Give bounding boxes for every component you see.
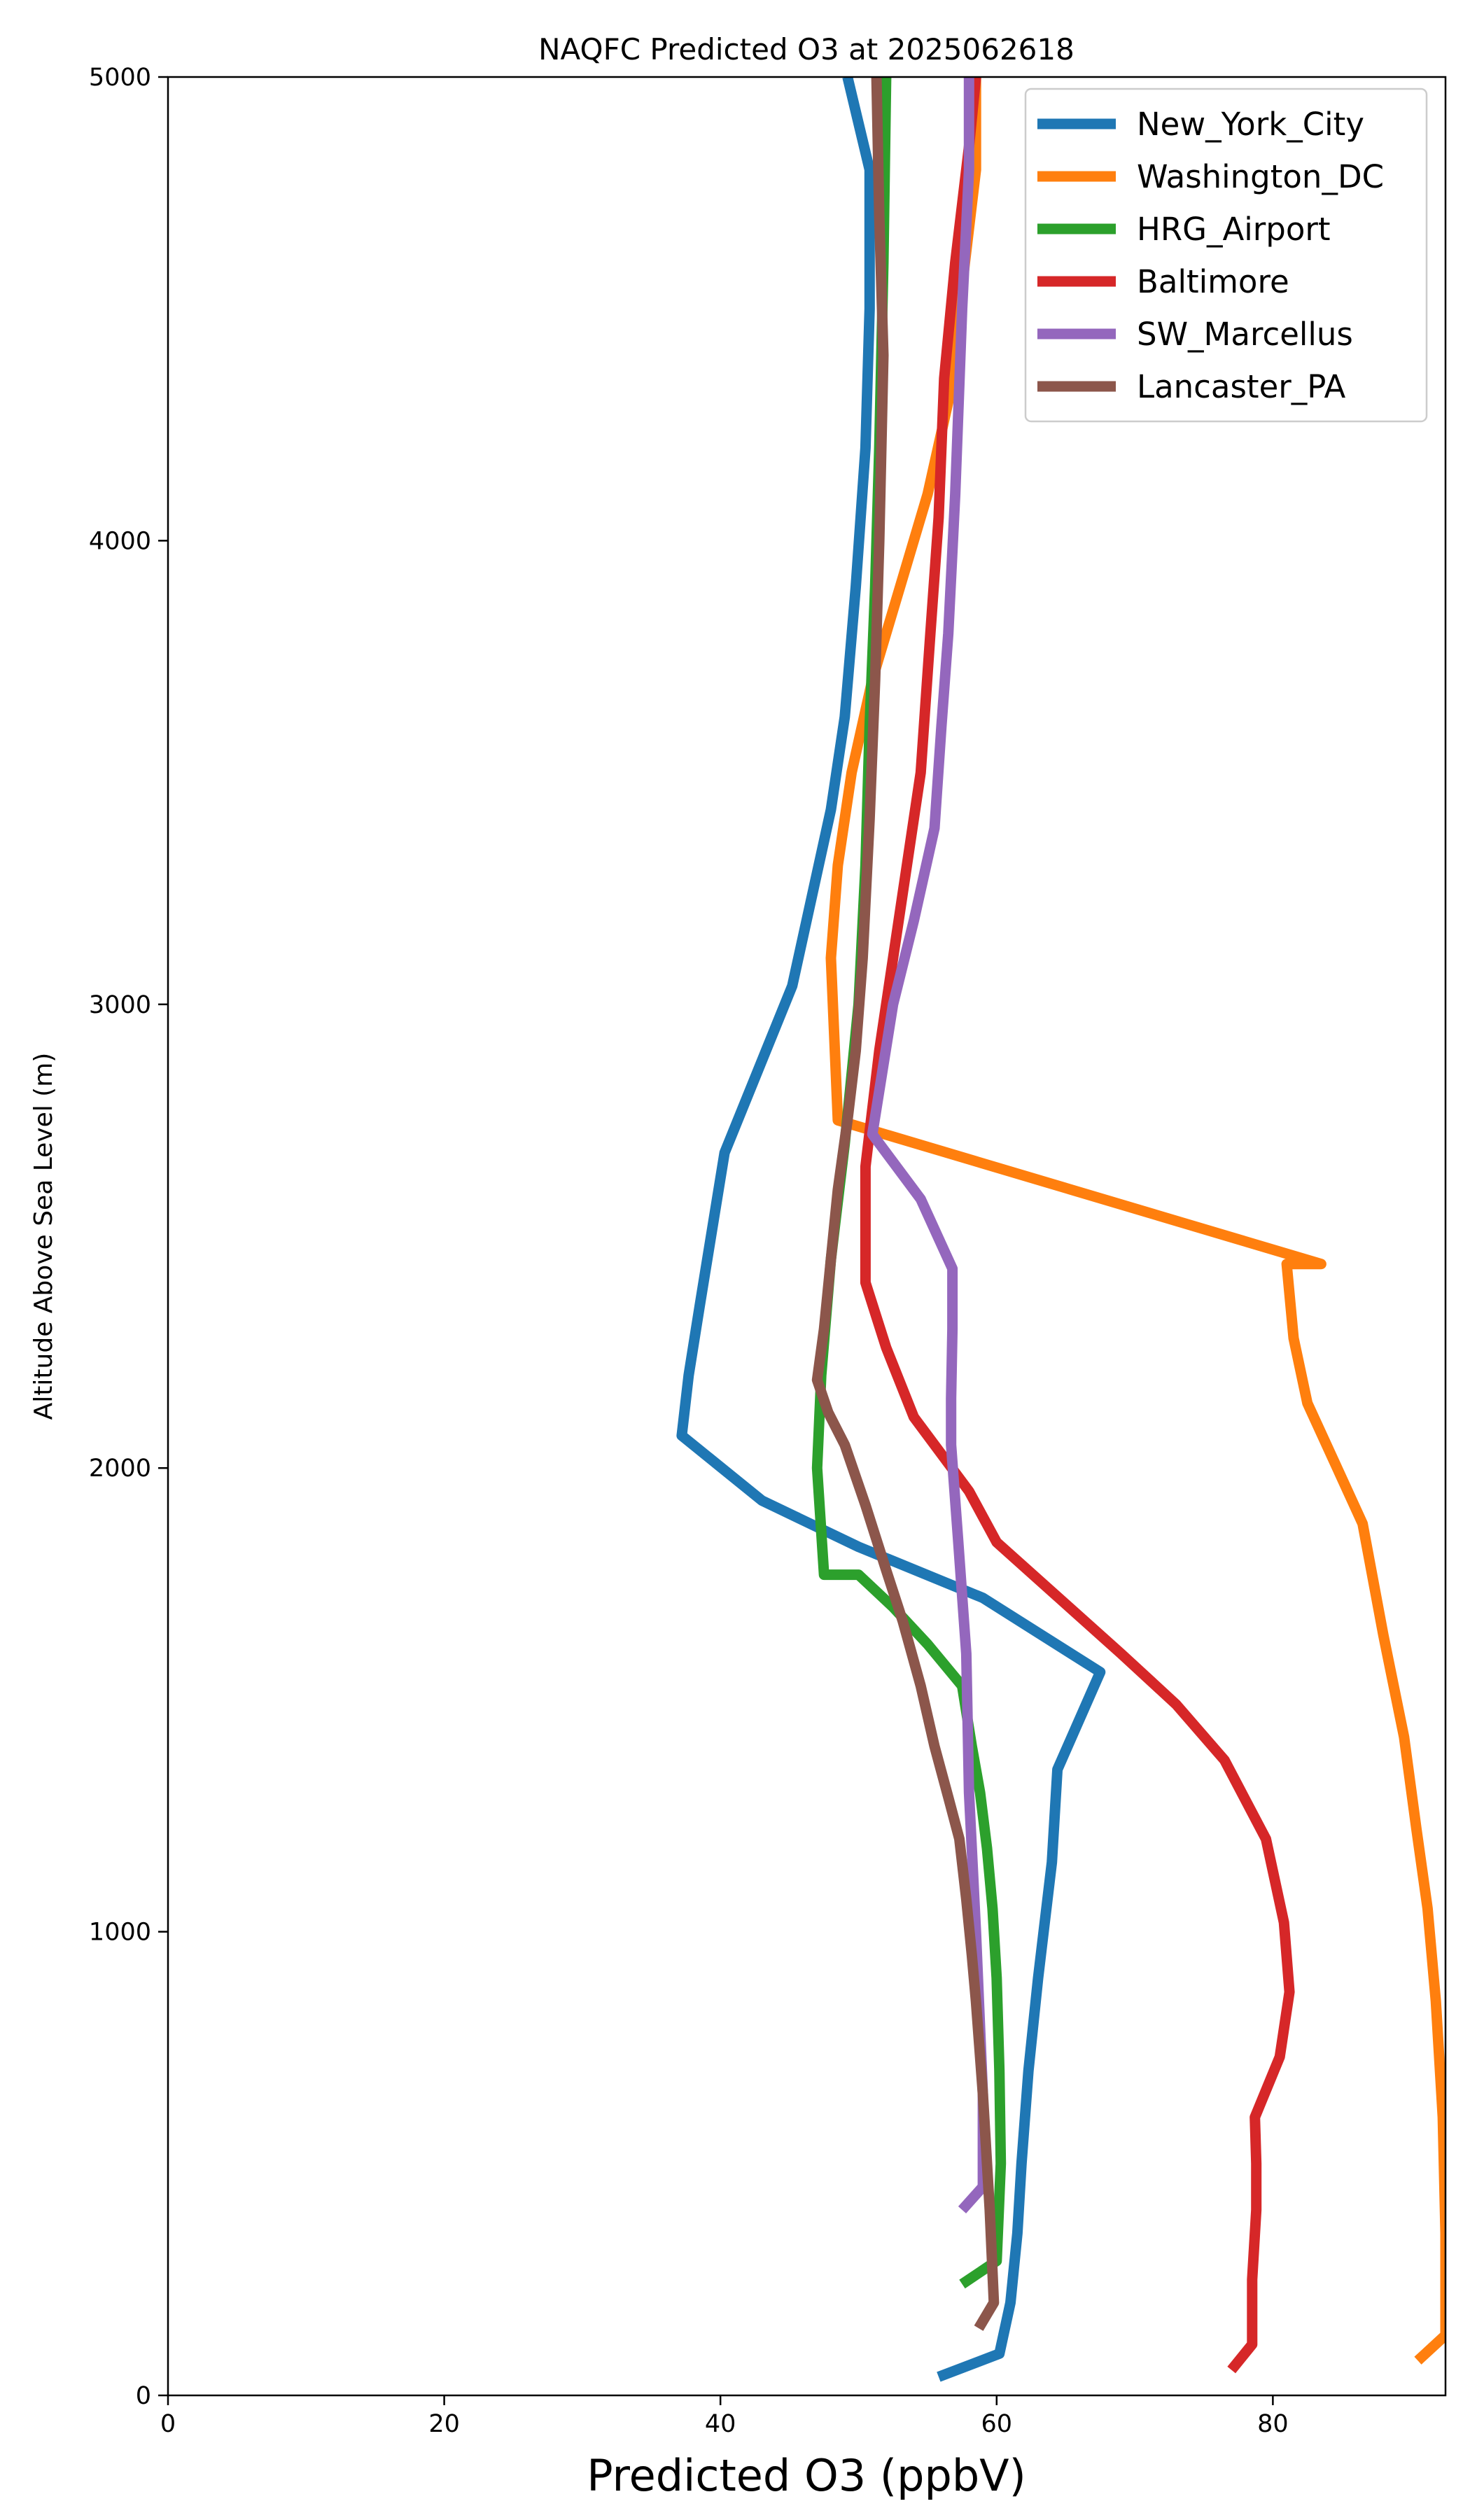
legend-label-washington-dc: Washington_DC	[1137, 158, 1384, 195]
y-axis-label: Altitude Above Sea Level (m)	[29, 1053, 58, 1420]
x-tick-label: 80	[1257, 2410, 1289, 2438]
y-tick-label: 3000	[89, 991, 151, 1019]
series-line-new-york-city	[676, 77, 1106, 2382]
y-axis: 0 1000 2000 3000 4000 5000	[89, 64, 168, 2410]
legend-label-baltimore: Baltimore	[1137, 263, 1289, 300]
legend-frame	[1024, 88, 1428, 423]
plot-frame	[167, 76, 1447, 2397]
x-tick-label: 0	[160, 2410, 176, 2438]
series-layer	[676, 77, 1446, 2382]
y-tick-label: 4000	[89, 527, 151, 555]
legend: New_York_City Washington_DC HRG_Airport Bal…	[1024, 88, 1428, 423]
chart-title: NAQFC Predicted O3 at 2025062618	[538, 32, 1074, 66]
legend-label-lancaster-pa: Lancaster_PA	[1137, 368, 1346, 405]
x-axis: 0 20 40 60 80	[160, 2395, 1289, 2438]
y-tick-label: 1000	[89, 1919, 151, 1947]
legend-items: New_York_City Washington_DC HRG_Airport Bal…	[1037, 106, 1384, 405]
x-tick-label: 40	[705, 2410, 736, 2438]
series-line-lancaster-pa	[811, 77, 1000, 2331]
series-line-baltimore	[860, 77, 1295, 2374]
series-line-washington-dc	[825, 77, 1446, 2365]
y-tick-label: 0	[136, 2382, 151, 2410]
plot-area	[167, 76, 1447, 2397]
legend-label-new-york-city: New_York_City	[1137, 106, 1364, 143]
x-tick-label: 20	[428, 2410, 460, 2438]
y-tick-label: 2000	[89, 1455, 151, 1483]
x-tick-label: 60	[981, 2410, 1013, 2438]
y-tick-label: 5000	[89, 64, 151, 92]
x-axis-label: Predicted O3 (ppbV)	[587, 2450, 1026, 2501]
series-line-sw-marcellus	[867, 77, 988, 2213]
legend-label-sw-marcellus: SW_Marcellus	[1137, 316, 1353, 353]
legend-label-hrg-airport: HRG_Airport	[1137, 211, 1331, 248]
